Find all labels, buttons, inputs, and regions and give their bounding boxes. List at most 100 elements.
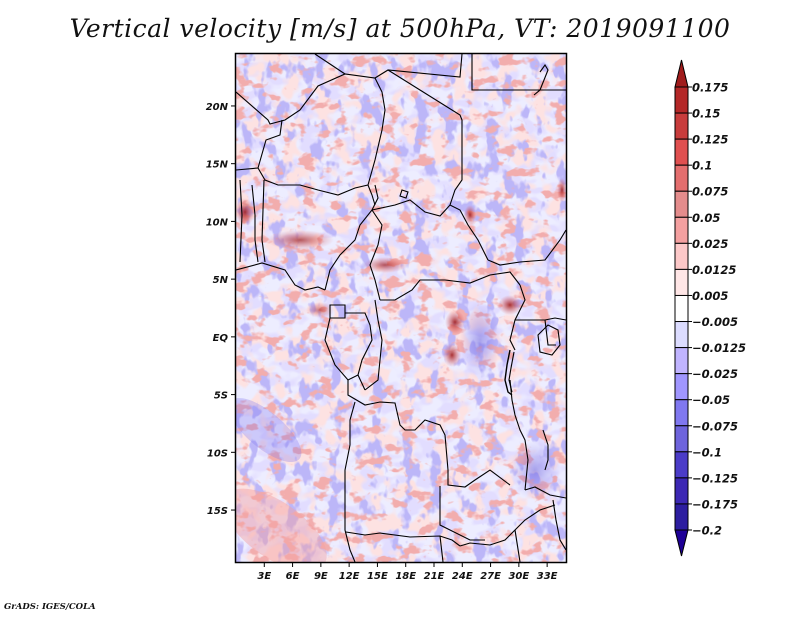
lake-tanganyika-inner: [508, 351, 515, 393]
grads-credit: GrADS: IGES/COLA: [4, 602, 96, 612]
velocity-field: [236, 54, 566, 562]
x-tick-label: 9E: [314, 571, 328, 582]
y-tick-label: 10N: [206, 217, 229, 228]
hotspot-westafrica: [266, 230, 334, 250]
colorbar-label: 0.005: [692, 289, 728, 303]
colorbar-label: 0.125: [692, 133, 728, 147]
border-angola-zambia: [439, 486, 485, 541]
y-tick-label: 20N: [206, 102, 229, 113]
y-tick-label: 15N: [206, 160, 229, 171]
descent-band-southatlantic: [236, 397, 302, 463]
lake-tanganyika: [504, 349, 513, 396]
colorbar-arrow-top: [674, 59, 689, 88]
ascent-band-southatlantic: [236, 488, 327, 562]
border-algeria-libya: [314, 54, 346, 75]
hotspot-drc-1: [445, 310, 465, 334]
y-tick-label: 10S: [207, 448, 228, 459]
colorbar-swatch: [674, 138, 689, 166]
map-title: Vertical velocity [m/s] at 500hPa, VT: 2…: [69, 14, 731, 43]
border-malawi-mozambique: [552, 499, 566, 551]
colorbar-label: 0.1: [692, 159, 712, 173]
colorbar-swatch: [674, 503, 689, 531]
colorbar-swatch: [674, 190, 689, 218]
descent-malawi: [510, 440, 560, 500]
colorbar-label: 0.075: [692, 185, 728, 199]
colorbar-swatch: [674, 164, 689, 192]
border-benin-nigeria: [261, 179, 266, 263]
border-zambia-zimbabwe: [459, 504, 556, 547]
x-tick-label: 24E: [452, 571, 473, 582]
colorbar-label: 0.175: [692, 81, 728, 95]
colorbar-label: 0.025: [692, 237, 728, 251]
border-drc-tanzania: [509, 379, 529, 491]
colorbar-swatch: [674, 86, 689, 114]
colorbar-swatch: [674, 425, 689, 453]
border-libya-chad-sudan: [387, 69, 463, 206]
x-tick-label: 30E: [508, 571, 529, 582]
lake-chad: [399, 189, 409, 199]
x-tick-label: 18E: [395, 571, 416, 582]
y-axis: 20N 15N 10N 5N EQ 5S 10S 15S: [206, 102, 236, 517]
border-cameroon-car: [369, 209, 383, 301]
hotspot-sudan: [464, 205, 476, 225]
y-tick-label: EQ: [213, 333, 229, 344]
colorbar-label: −0.2: [692, 524, 722, 538]
colorbar-label: 0.15: [692, 107, 720, 121]
colorbar-swatch: [674, 451, 689, 479]
hotspot-westafrica-coast: [236, 198, 255, 226]
border-mali-niger: [236, 119, 283, 171]
coastline-gulf-guinea: [236, 262, 326, 291]
country-boundaries: [236, 54, 566, 562]
colorbar-swatch: [674, 294, 689, 323]
hotspot-lake-albert: [498, 295, 522, 315]
colorbar-swatch: [674, 268, 689, 296]
colorbar-label: −0.175: [692, 497, 738, 511]
colorbar-label: −0.125: [692, 471, 738, 485]
border-southsudan: [487, 229, 566, 266]
border-drc-angola: [347, 380, 449, 471]
colorbar-swatch: [674, 373, 689, 401]
lake-victoria: [537, 324, 561, 356]
colorbar-label: 0.05: [692, 211, 720, 225]
hotspot-east-edge: [557, 178, 566, 202]
colorbar-swatch: [674, 242, 689, 270]
colorbar-arrow-bottom: [674, 529, 689, 557]
border-car-drc: [380, 271, 521, 301]
y-tick-label: 5S: [214, 391, 228, 402]
border-zimbabwe-south: [514, 529, 521, 562]
border-egypt-sudan: [471, 54, 566, 91]
colorbar-swatch: [674, 399, 689, 427]
y-tick-label: 5N: [213, 275, 229, 286]
colorbar-swatch: [674, 477, 689, 505]
colorbar-label: −0.0125: [692, 341, 746, 355]
border-nigeria-cameroon: [324, 184, 379, 291]
hotspot-cameroon: [363, 257, 407, 273]
border-eq-guinea: [329, 304, 346, 319]
x-tick-label: 15E: [367, 571, 388, 582]
coastline-gabon: [324, 317, 366, 391]
lake-nasser: [533, 63, 549, 96]
border-drc-zambia: [447, 469, 511, 488]
border-tanzania-kenya: [544, 319, 556, 346]
colorbar-label: −0.025: [692, 367, 738, 381]
colorbar-swatch: [674, 216, 689, 244]
border-angola-namibia: [345, 531, 461, 547]
border-niger-chad: [367, 77, 386, 186]
colorbar: 0.175 0.15 0.125 0.1 0.075 0.05 0.025 0.0125 0.0…: [674, 59, 746, 557]
border-zambia-malawi: [524, 486, 566, 499]
x-tick-label: 12E: [339, 571, 360, 582]
coastline-angola: [344, 401, 356, 562]
border-congo-drc: [364, 299, 383, 391]
x-tick-label: 33E: [537, 571, 558, 582]
border-botswana: [439, 535, 444, 562]
colorbar-label: 0.0125: [692, 263, 736, 277]
lake-malawi: [542, 429, 549, 471]
x-axis: 3E 6E 9E 12E 15E 18E 21E 24E 27E 30E 33E: [257, 562, 558, 582]
border-uganda-south: [515, 317, 566, 321]
x-tick-label: 3E: [257, 571, 271, 582]
colorbar-label: −0.005: [692, 315, 738, 329]
hotspot-drc-2: [443, 343, 461, 367]
border-gabon-congo: [345, 312, 373, 376]
colorbar-label: −0.05: [692, 393, 730, 407]
